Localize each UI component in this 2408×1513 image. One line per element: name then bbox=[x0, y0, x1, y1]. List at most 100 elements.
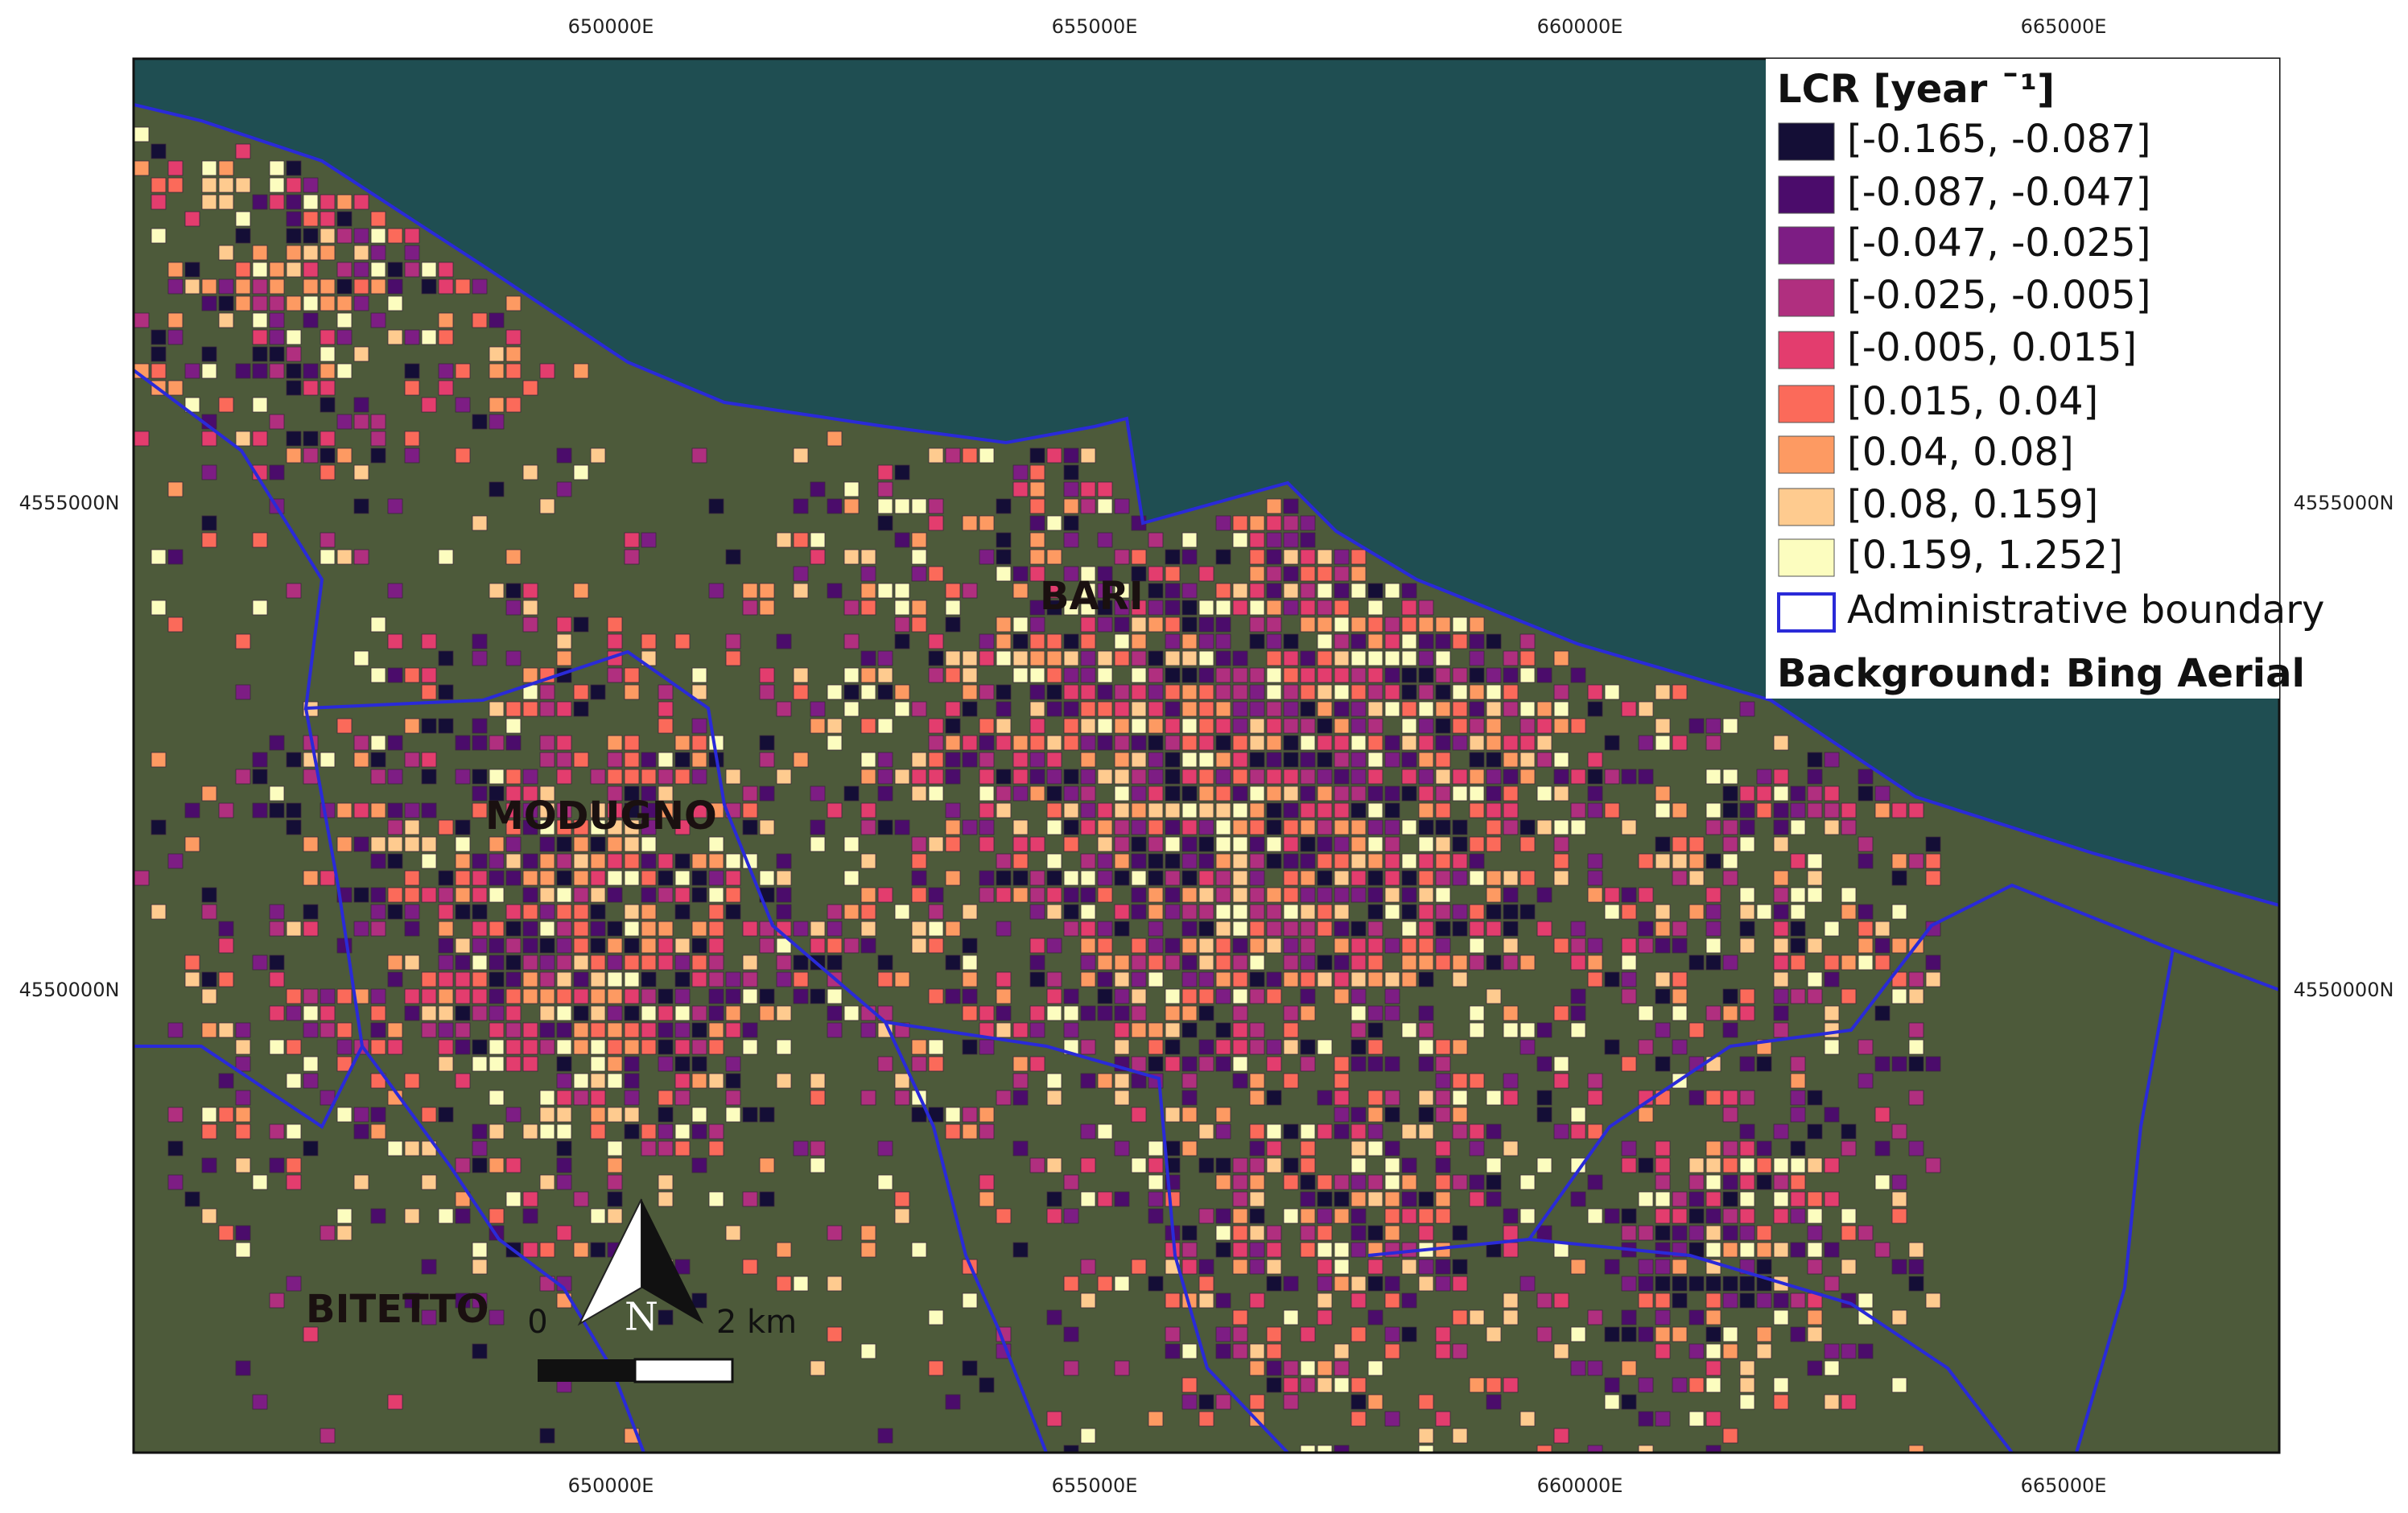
lcr-cell bbox=[404, 802, 420, 818]
lcr-cell bbox=[1181, 1259, 1198, 1275]
lcr-cell bbox=[1672, 870, 1688, 886]
lcr-cell bbox=[1350, 1191, 1367, 1207]
lcr-cell bbox=[742, 802, 758, 818]
lcr-cell bbox=[911, 752, 927, 768]
lcr-cell bbox=[1452, 616, 1468, 633]
lcr-cell bbox=[1503, 1292, 1519, 1309]
lcr-cell bbox=[1063, 1022, 1079, 1038]
lcr-cell bbox=[472, 904, 488, 920]
lcr-cell bbox=[370, 312, 386, 328]
lcr-cell bbox=[641, 752, 657, 768]
lcr-cell bbox=[556, 1225, 572, 1241]
lcr-cell bbox=[708, 836, 724, 852]
lcr-cell bbox=[1317, 549, 1333, 565]
lcr-cell bbox=[438, 312, 454, 328]
lcr-cell bbox=[979, 515, 995, 531]
lcr-cell bbox=[235, 633, 251, 649]
lcr-cell bbox=[1283, 1377, 1299, 1393]
lcr-cell bbox=[945, 1123, 961, 1140]
lcr-cell bbox=[607, 954, 623, 971]
lcr-cell bbox=[776, 870, 792, 886]
legend: LCR [year ¯¹] Background: Bing Aerial [-… bbox=[1766, 59, 2324, 699]
lcr-cell bbox=[1300, 752, 1316, 768]
lcr-cell bbox=[1824, 1005, 1840, 1021]
lcr-cell bbox=[387, 1140, 403, 1156]
lcr-cell bbox=[1435, 887, 1451, 903]
lcr-cell bbox=[370, 616, 386, 633]
lcr-cell bbox=[1131, 718, 1147, 734]
lcr-cell bbox=[1131, 650, 1147, 666]
lcr-cell bbox=[269, 785, 285, 802]
lcr-cell bbox=[1384, 633, 1400, 649]
lcr-cell bbox=[1452, 1309, 1468, 1325]
lcr-cell bbox=[404, 752, 420, 768]
lcr-cell bbox=[1705, 904, 1721, 920]
lcr-cell bbox=[505, 938, 522, 954]
lcr-cell bbox=[1300, 971, 1316, 987]
lcr-cell bbox=[269, 1157, 285, 1173]
lcr-cell bbox=[1384, 853, 1400, 869]
lcr-cell bbox=[1874, 1056, 1891, 1072]
lcr-cell bbox=[1350, 954, 1367, 971]
lcr-cell bbox=[235, 1157, 251, 1173]
lcr-cell bbox=[1181, 684, 1198, 700]
lcr-cell bbox=[996, 921, 1012, 937]
lcr-cell bbox=[759, 735, 775, 751]
lcr-cell bbox=[573, 1073, 589, 1089]
lcr-cell bbox=[607, 921, 623, 937]
lcr-cell bbox=[201, 988, 217, 1004]
lcr-cell bbox=[556, 971, 572, 987]
lcr-cell bbox=[1300, 870, 1316, 886]
lcr-cell bbox=[404, 904, 420, 920]
lcr-cell bbox=[1046, 1191, 1062, 1207]
lcr-cell bbox=[573, 1242, 589, 1258]
lcr-cell bbox=[522, 1056, 538, 1072]
lcr-cell bbox=[911, 701, 927, 717]
lcr-cell bbox=[539, 870, 555, 886]
lcr-cell bbox=[1283, 583, 1299, 599]
lcr-cell bbox=[1722, 1225, 1738, 1241]
lcr-cell bbox=[1604, 1377, 1620, 1393]
lcr-cell bbox=[1570, 1259, 1586, 1275]
lcr-cell bbox=[1131, 836, 1147, 852]
lcr-cell bbox=[269, 295, 285, 311]
lcr-cell bbox=[1266, 1360, 1282, 1376]
lcr-cell bbox=[1198, 718, 1214, 734]
lcr-cell bbox=[1604, 802, 1620, 818]
lcr-cell bbox=[455, 887, 471, 903]
lcr-cell bbox=[658, 1174, 674, 1190]
lcr-cell bbox=[353, 262, 369, 278]
lcr-cell bbox=[370, 735, 386, 751]
lcr-cell bbox=[1215, 954, 1231, 971]
lcr-cell bbox=[708, 887, 724, 903]
lcr-cell bbox=[1165, 752, 1181, 768]
lcr-cell bbox=[1452, 1174, 1468, 1190]
lcr-cell bbox=[1317, 735, 1333, 751]
lcr-cell bbox=[793, 921, 809, 937]
lcr-cell bbox=[1181, 1377, 1198, 1393]
lcr-cell bbox=[827, 802, 843, 818]
lcr-cell bbox=[1621, 1326, 1637, 1342]
lcr-cell bbox=[1790, 938, 1806, 954]
lcr-cell bbox=[387, 329, 403, 345]
lcr-cell bbox=[1790, 988, 1806, 1004]
lcr-cell bbox=[1739, 1005, 1755, 1021]
lcr-cell bbox=[894, 1090, 910, 1106]
lcr-cell bbox=[1215, 616, 1231, 633]
lcr-cell bbox=[1012, 752, 1029, 768]
lcr-cell bbox=[624, 1090, 640, 1106]
lcr-cell bbox=[150, 228, 167, 244]
lcr-cell bbox=[708, 1005, 724, 1021]
lcr-cell bbox=[573, 1039, 589, 1055]
lcr-cell bbox=[286, 262, 302, 278]
lcr-cell bbox=[674, 735, 691, 751]
lcr-cell bbox=[894, 819, 910, 835]
lcr-cell bbox=[1519, 769, 1536, 785]
lcr-cell bbox=[1215, 633, 1231, 649]
lcr-cell bbox=[1148, 667, 1164, 683]
lcr-cell bbox=[877, 515, 893, 531]
lcr-cell bbox=[911, 1056, 927, 1072]
lcr-cell bbox=[489, 312, 505, 328]
lcr-cell bbox=[1486, 785, 1502, 802]
lcr-cell bbox=[1435, 752, 1451, 768]
